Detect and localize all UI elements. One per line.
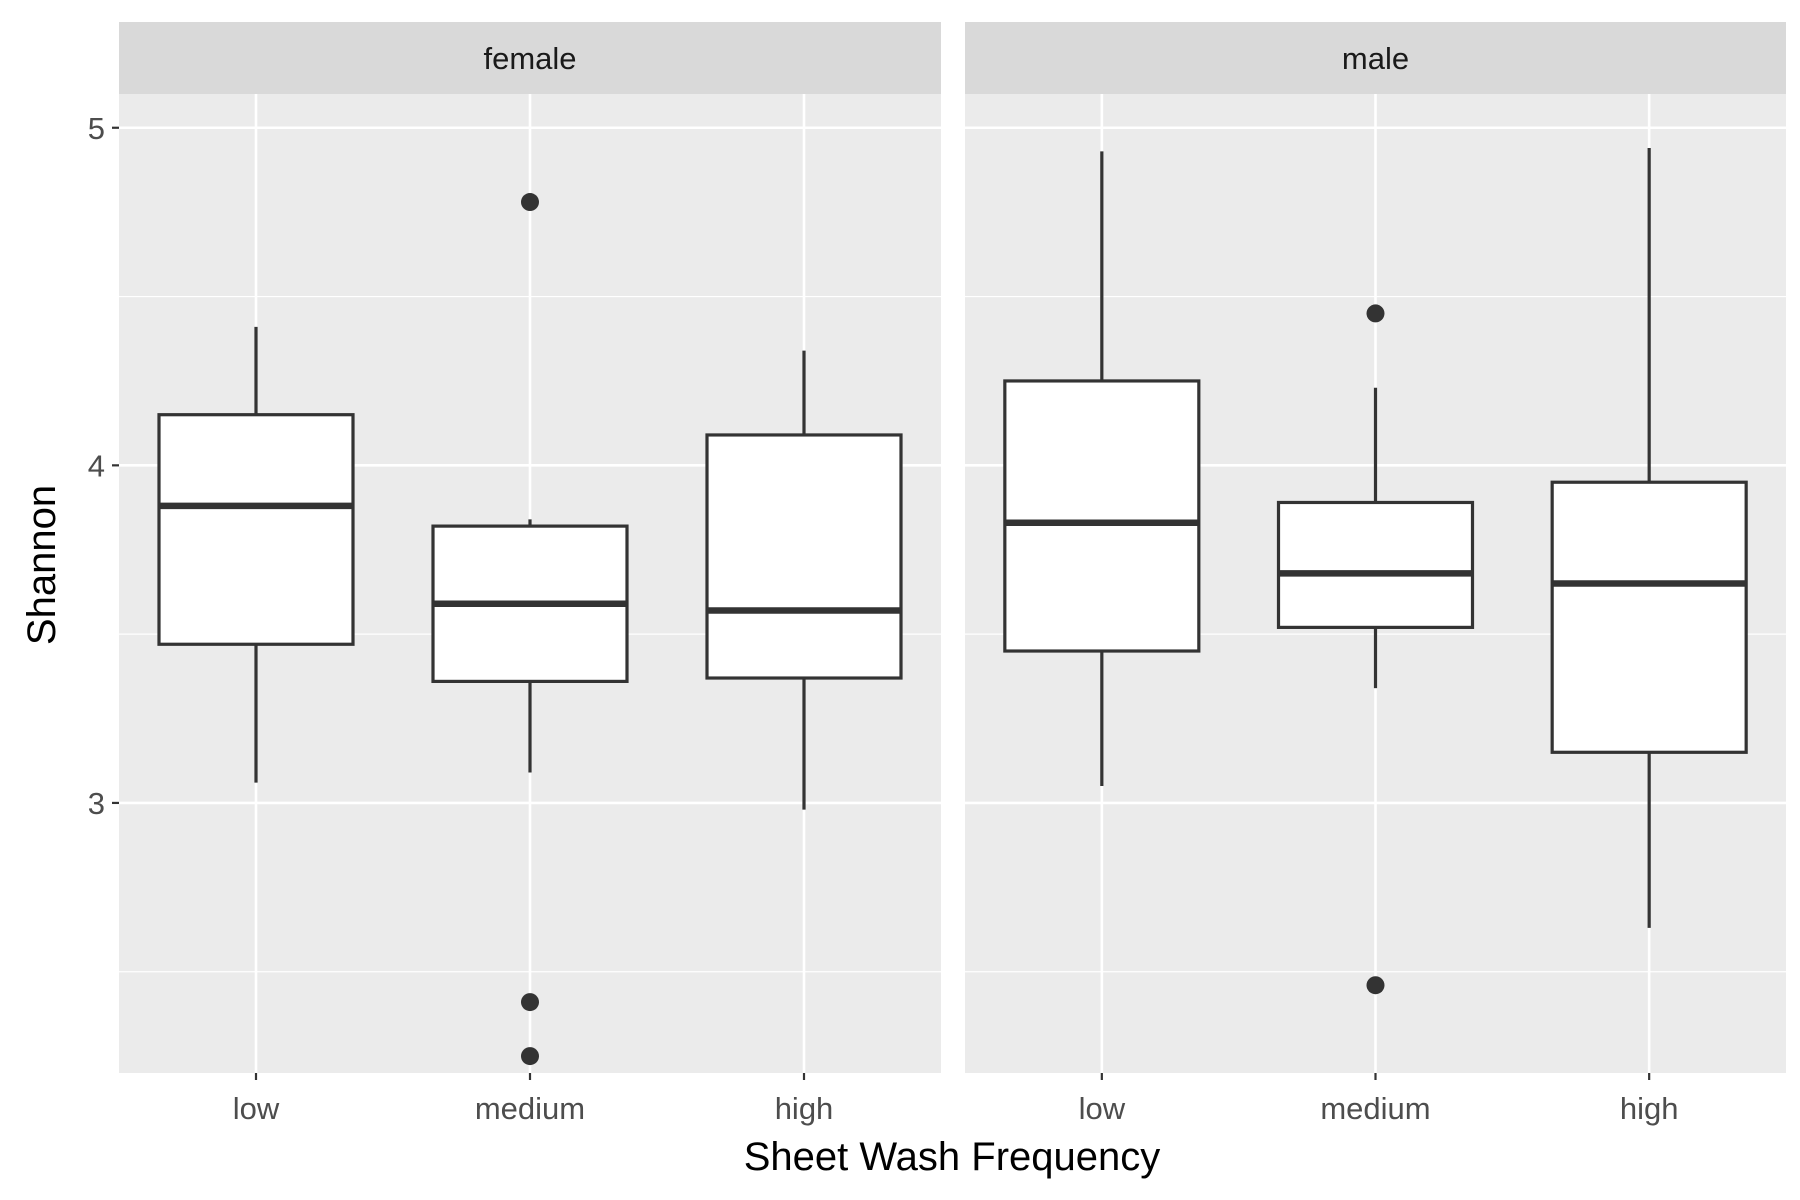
- y-tick-label: 3: [88, 786, 105, 821]
- x-tick-label: low: [1079, 1091, 1126, 1126]
- facet-panel-female: female low medium high: [119, 22, 941, 1126]
- x-tick-label: high: [1620, 1091, 1679, 1126]
- outlier-point: [521, 1047, 539, 1066]
- facet-strip: [119, 22, 941, 94]
- y-tick-label: 5: [88, 111, 105, 146]
- y-tick-label: 4: [88, 448, 105, 483]
- outlier-point: [1366, 304, 1385, 323]
- box-female-low: [157, 326, 355, 783]
- x-tick-label: low: [233, 1091, 280, 1126]
- box-female-medium: [431, 193, 629, 1066]
- box-iqr: [705, 433, 903, 680]
- facet-strip-label: female: [483, 41, 576, 76]
- outlier-point: [1366, 976, 1385, 995]
- box-iqr: [157, 413, 355, 646]
- x-tick-label: medium: [475, 1091, 585, 1126]
- y-axis-title: Shannon: [20, 485, 64, 645]
- box-female-high: [705, 350, 903, 810]
- y-axis: 3 4 5: [88, 111, 119, 821]
- facet-strip-label: male: [1342, 41, 1409, 76]
- outlier-point: [521, 193, 539, 212]
- facet-strip: [965, 22, 1786, 94]
- facet-panel-male: male low medium high: [965, 22, 1786, 1126]
- box-iqr: [1276, 500, 1475, 629]
- box-male-high: [1550, 148, 1748, 928]
- facet-panels: female low medium high male low medium high: [119, 22, 1786, 1126]
- x-tick-label: high: [775, 1091, 834, 1126]
- x-tick-label: medium: [1320, 1091, 1430, 1126]
- x-axis-title: Sheet Wash Frequency: [744, 1135, 1161, 1179]
- box-male-low: [1003, 151, 1201, 787]
- box-iqr: [1003, 379, 1201, 653]
- box-male-medium: [1276, 304, 1475, 995]
- outlier-point: [521, 993, 539, 1012]
- box-iqr: [1550, 480, 1748, 754]
